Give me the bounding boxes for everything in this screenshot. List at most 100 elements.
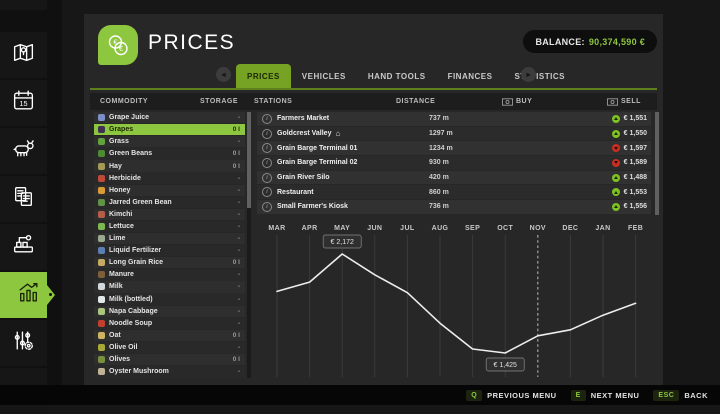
commodity-row[interactable]: Napa Cabbage -: [94, 305, 245, 317]
storage-value: -: [237, 138, 240, 146]
commodity-row[interactable]: Hay 0 l: [94, 160, 245, 172]
sidebar: 15: [0, 0, 62, 414]
price-annotation: € 2,172: [322, 234, 362, 249]
price-annotation: € 1,425: [485, 357, 525, 372]
storage-value: 0 l: [232, 331, 240, 339]
month-label: MAR: [268, 225, 285, 232]
grape-juice-icon: [98, 114, 105, 122]
commodity-row[interactable]: Long Grain Rice 0 l: [94, 257, 245, 269]
commodity-row[interactable]: Green Beans 0 l: [94, 148, 245, 160]
footer-action-back[interactable]: ESC BACK: [653, 389, 708, 401]
station-row[interactable]: i Farmers Market 737 m € 1,551: [257, 112, 651, 126]
footer-action-previous-menu[interactable]: Q PREVIOUS MENU: [466, 389, 556, 401]
sell-price: € 1,589: [623, 159, 647, 167]
commodity-row[interactable]: Olives 0 l: [94, 353, 245, 366]
sidebar-item-map[interactable]: [0, 32, 47, 78]
month-label: AUG: [432, 225, 449, 232]
commodity-row[interactable]: Kimchi -: [94, 208, 245, 221]
tab-prices[interactable]: PRICES: [236, 64, 291, 88]
commodity-scrollbar[interactable]: [247, 112, 251, 378]
sidebar-item-prices[interactable]: [0, 272, 55, 318]
svg-text:€ 2,172: € 2,172: [331, 239, 354, 246]
svg-text:€ 1,425: € 1,425: [494, 362, 517, 369]
station-scrollbar[interactable]: [655, 112, 659, 215]
station-name: Farmers Market: [277, 115, 330, 123]
commodity-row[interactable]: Milk -: [94, 281, 245, 293]
storage-value: -: [237, 368, 240, 376]
station-scrollbar-thumb[interactable]: [655, 112, 659, 215]
price-history-chart: MAR APR MAY JUN JUL AUG SEP OCT NOV DEC JAN FEB € 2,…: [268, 225, 643, 377]
station-row[interactable]: i Goldcrest Valley ⌂ 1297 m € 1,550: [257, 126, 651, 141]
money-icon: [502, 97, 513, 106]
sidebar-item-calendar[interactable]: 15: [0, 80, 47, 126]
commodity-row[interactable]: Milk (bottled) -: [94, 293, 245, 305]
calendar-icon: 15: [11, 88, 36, 118]
commodity-row[interactable]: Liquid Fertilizer -: [94, 245, 245, 257]
storage-value: -: [237, 114, 240, 122]
station-row[interactable]: i Grain Barge Terminal 02 930 m € 1,589: [257, 156, 651, 170]
station-row[interactable]: i Small Farmer's Kiosk 736 m € 1,556: [257, 200, 651, 214]
tab-previous-arrow-icon[interactable]: ◂: [216, 67, 231, 82]
commodity-row[interactable]: Noodle Soup -: [94, 317, 245, 329]
sidebar-item-contracts[interactable]: [0, 176, 47, 222]
commodity-row[interactable]: Lime -: [94, 232, 245, 245]
honey-icon: [98, 186, 105, 194]
commodity-row[interactable]: Herbicide -: [94, 172, 245, 184]
tab-next-arrow-icon[interactable]: ▸: [521, 67, 536, 82]
commodity-row[interactable]: Olive Oil -: [94, 341, 245, 354]
station-distance: 860 m: [429, 188, 449, 196]
commodity-row[interactable]: Grape Juice -: [94, 112, 245, 124]
storage-value: 0 l: [232, 126, 240, 134]
sidebar-item-production[interactable]: [0, 224, 47, 270]
price-line: [276, 253, 637, 354]
tab-statistics[interactable]: STATISTICS: [514, 71, 565, 81]
hay-icon: [98, 162, 105, 170]
table-header: COMMODITY STORAGE STATIONS DISTANCE BUY …: [90, 93, 657, 110]
milk-bottled-icon: [98, 295, 105, 303]
olive-oil-icon: [98, 343, 105, 351]
station-name: Goldcrest Valley: [277, 130, 332, 138]
price-trend-up-icon: [612, 114, 620, 123]
commodity-row[interactable]: Oyster Mushroom -: [94, 365, 245, 378]
tab-hand-tools[interactable]: HAND TOOLS: [367, 71, 426, 81]
month-label: JUL: [400, 225, 415, 232]
commodity-row[interactable]: Grass -: [94, 136, 245, 148]
sidebar-item-animals[interactable]: [0, 128, 47, 174]
column-commodity: COMMODITY: [100, 98, 149, 105]
commodity-row[interactable]: Grapes 0 l: [94, 124, 245, 136]
station-distance: 737 m: [429, 115, 449, 123]
station-row[interactable]: i Grain Barge Terminal 01 1234 m € 1,597: [257, 141, 651, 156]
station-name: Grain River Silo: [277, 174, 330, 182]
sell-price: € 1,553: [623, 188, 647, 196]
lime-icon: [98, 235, 105, 243]
storage-value: -: [237, 174, 240, 182]
commodity-row[interactable]: Manure -: [94, 269, 245, 281]
animals-icon: [11, 136, 36, 166]
active-indicator-dot: [49, 293, 52, 296]
station-row[interactable]: i Grain River Silo 420 m € 1,488: [257, 170, 651, 185]
commodity-row[interactable]: Jarred Green Bean -: [94, 196, 245, 208]
tab-finances[interactable]: FINANCES: [447, 71, 493, 81]
info-icon: i: [262, 157, 272, 168]
info-icon: i: [262, 187, 272, 198]
info-icon: i: [262, 201, 272, 212]
key-badge: ESC: [653, 389, 680, 401]
tab-vehicles[interactable]: VEHICLES: [301, 71, 346, 81]
commodity-row[interactable]: Oat 0 l: [94, 329, 245, 341]
station-marker-icon: ⌂: [335, 128, 341, 138]
herbicide-icon: [98, 174, 105, 182]
sidebar-tile-partial: [0, 0, 47, 10]
commodity-row[interactable]: Honey -: [94, 184, 245, 196]
sell-price: € 1,597: [623, 144, 647, 152]
commodity-row[interactable]: Lettuce -: [94, 220, 245, 233]
footer-action-next-menu[interactable]: E NEXT MENU: [570, 389, 640, 401]
tab-underline: [90, 88, 657, 90]
sidebar-item-settings[interactable]: [0, 320, 47, 366]
commodity-scrollbar-thumb[interactable]: [247, 112, 251, 208]
sell-price: € 1,551: [623, 115, 647, 123]
month-label: OCT: [497, 225, 513, 232]
station-row[interactable]: i Restaurant 860 m € 1,553: [257, 185, 651, 200]
balance-label: BALANCE:: [535, 36, 585, 47]
month-label: DEC: [562, 225, 578, 232]
storage-value: 0 l: [232, 356, 240, 364]
